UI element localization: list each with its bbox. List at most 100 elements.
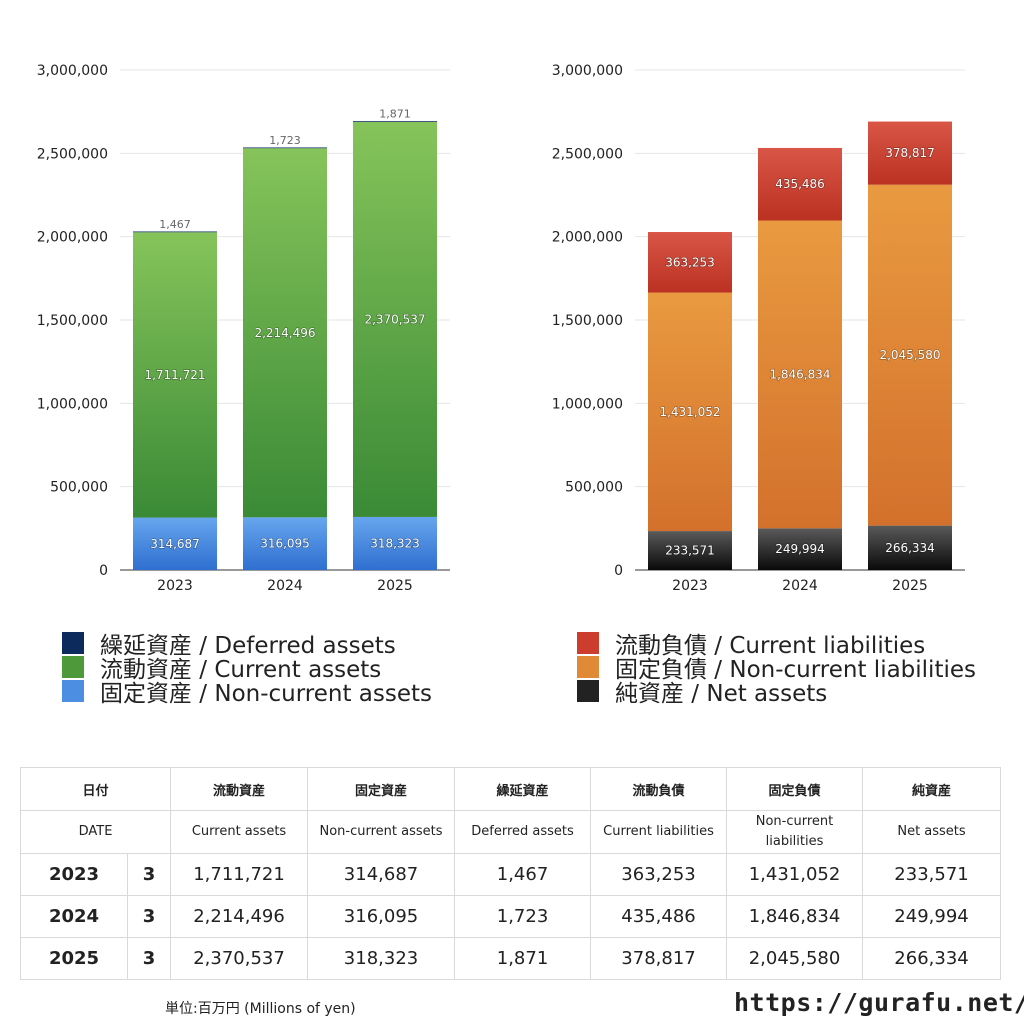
legend-item: 固定負債 / Non-current liabilities: [577, 655, 976, 683]
cell-noncurrent-assets: 318,323: [307, 937, 456, 980]
header-row-en: DATE Current assets Non-current assets D…: [19, 810, 1002, 854]
bar-current_assets-2024: [243, 148, 327, 518]
legend-item: 固定資産 / Non-current assets: [62, 679, 432, 707]
data-label-noncurrent_assets: 316,095: [260, 537, 310, 551]
cell-current-assets: 2,370,537: [170, 937, 309, 980]
legend-item: 流動負債 / Current liabilities: [577, 631, 976, 659]
y-tick-label: 500,000: [565, 480, 623, 496]
bar-noncurrent_liabilities-2023: [648, 292, 732, 532]
bar-current_liabilities-2025: [868, 121, 952, 185]
bar-deferred_assets-2024: [243, 147, 327, 149]
cell-current-liabilities: 363,253: [590, 853, 728, 896]
header-current-assets-en: Current assets: [170, 810, 309, 854]
x-tick-label: 2025: [377, 578, 413, 594]
header-noncurrent-assets-jp: 固定資産: [307, 767, 456, 811]
data-table: 日付 流動資産 固定資産 繰延資産 流動負債 固定負債 純資産 DATE Cur…: [19, 767, 1002, 980]
x-tick-label: 2024: [782, 578, 818, 594]
y-tick-label: 1,000,000: [37, 396, 108, 412]
header-row-jp: 日付 流動資産 固定資産 繰延資産 流動負債 固定負債 純資産: [19, 767, 1002, 811]
legend-swatch: [577, 632, 599, 654]
chart-liabilities-net-assets: 0 500,000 1,000,000 1,500,000 2,000,000 2,500…: [552, 63, 965, 594]
cell-noncurrent-assets: 316,095: [307, 895, 456, 938]
header-net-assets-jp: 純資産: [862, 767, 1002, 811]
x-tick-label: 2025: [892, 578, 928, 594]
header-date-en: DATE: [19, 810, 172, 854]
legend-label: 流動資産 / Current assets: [100, 657, 382, 683]
bar-current_liabilities-2024: [758, 147, 842, 221]
legend-liabilities: 流動負債 / Current liabilities 固定負債 / Non-cur…: [577, 631, 976, 707]
cell-deferred-assets: 1,723: [454, 895, 592, 938]
cell-deferred-assets: 1,871: [454, 937, 592, 980]
legend-item: 純資産 / Net assets: [577, 679, 976, 707]
legend-item: 繰延資産 / Deferred assets: [62, 631, 432, 659]
data-label-net_assets: 266,334: [885, 541, 935, 555]
row-year: 2025: [20, 937, 128, 980]
data-label-noncurrent_assets: 314,687: [150, 537, 200, 551]
table-row: 2024 3 2,214,496 316,095 1,723 435,486 1…: [20, 895, 1002, 938]
y-tick-label: 0: [614, 563, 623, 579]
header-current-liabilities-en: Current liabilities: [590, 810, 728, 854]
cell-noncurrent-assets: 314,687: [307, 853, 456, 896]
header-net-assets-en: Net assets: [862, 810, 1002, 854]
y-tick-label: 1,000,000: [552, 396, 623, 412]
header-date-jp: 日付: [19, 767, 172, 811]
cell-noncurrent-liabilities: 1,846,834: [726, 895, 864, 938]
table-row: 2025 3 2,370,537 318,323 1,871 378,817 2…: [20, 937, 1002, 980]
data-label-current_liabilities: 378,817: [885, 146, 935, 160]
cell-current-assets: 1,711,721: [170, 853, 309, 896]
legend-label: 固定負債 / Non-current liabilities: [615, 657, 976, 683]
site-url[interactable]: https://gurafu.net/: [734, 988, 1024, 1017]
header-current-assets-jp: 流動資産: [170, 767, 309, 811]
row-month: 3: [126, 937, 172, 980]
charts-canvas: 0 500,000 1,000,000 1,500,000 2,000,000 2,500…: [37, 63, 965, 594]
y-tick-label: 2,500,000: [552, 146, 623, 162]
bar-net_assets-2023: [648, 531, 732, 570]
x-tick-label: 2023: [157, 578, 193, 594]
cell-net-assets: 233,571: [862, 853, 1002, 896]
header-noncurrent-assets-en: Non-current assets: [307, 810, 456, 854]
cell-noncurrent-liabilities: 2,045,580: [726, 937, 864, 980]
data-label-noncurrent_assets: 318,323: [370, 536, 420, 550]
cell-deferred-assets: 1,467: [454, 853, 592, 896]
legend-label: 固定資産 / Non-current assets: [100, 681, 433, 707]
header-deferred-assets-jp: 繰延資産: [454, 767, 592, 811]
legend-swatch: [577, 680, 599, 702]
bar-current_assets-2023: [133, 232, 217, 518]
legend-assets: 繰延資産 / Deferred assets 流動資産 / Current ass…: [62, 631, 432, 707]
bar-deferred_assets-2025: [353, 121, 437, 122]
bar-net_assets-2025: [868, 525, 952, 570]
cell-net-assets: 249,994: [862, 895, 1002, 938]
row-year: 2023: [20, 853, 128, 896]
data-label-deferred_assets: 1,723: [269, 134, 301, 147]
data-label-noncurrent_liabilities: 1,846,834: [769, 367, 830, 381]
cell-net-assets: 266,334: [862, 937, 1002, 980]
data-label-deferred_assets: 1,467: [159, 218, 191, 231]
bar-current_liabilities-2023: [648, 232, 732, 293]
legend-swatch: [577, 656, 599, 678]
y-tick-label: 2,000,000: [552, 230, 623, 246]
bar-noncurrent_assets-2024: [243, 517, 327, 570]
bar-noncurrent_assets-2023: [133, 517, 217, 570]
y-tick-label: 3,000,000: [37, 63, 108, 79]
cell-current-liabilities: 435,486: [590, 895, 728, 938]
y-tick-label: 1,500,000: [37, 313, 108, 329]
data-label-net_assets: 249,994: [775, 542, 825, 556]
data-label-current_assets: 1,711,721: [144, 368, 205, 382]
header-noncurrent-liabilities-en: Non-current liabilities: [726, 810, 864, 854]
legend-swatch: [62, 656, 84, 678]
bar-noncurrent_assets-2025: [353, 516, 437, 570]
y-tick-label: 3,000,000: [552, 63, 623, 79]
bar-current_assets-2025: [353, 121, 437, 517]
cell-noncurrent-liabilities: 1,431,052: [726, 853, 864, 896]
data-label-current_liabilities: 363,253: [665, 255, 715, 269]
bar-net_assets-2024: [758, 528, 842, 570]
bar-deferred_assets-2023: [133, 231, 217, 233]
bar-noncurrent_liabilities-2025: [868, 184, 952, 526]
y-tick-label: 1,500,000: [552, 313, 623, 329]
header-noncurrent-liabilities-jp: 固定負債: [726, 767, 864, 811]
x-tick-label: 2024: [267, 578, 303, 594]
table-row: 2023 3 1,711,721 314,687 1,467 363,253 1…: [20, 853, 1002, 896]
unit-note: 単位:百万円 (Millions of yen): [165, 1001, 356, 1017]
y-tick-label: 2,500,000: [37, 146, 108, 162]
cell-current-assets: 2,214,496: [170, 895, 309, 938]
